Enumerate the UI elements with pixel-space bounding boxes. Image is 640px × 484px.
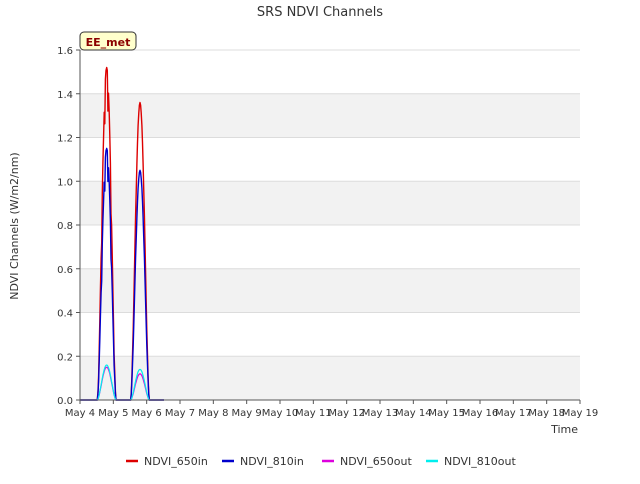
x-tick-label: May 13 <box>362 408 399 419</box>
legend-item: NDVI_810out <box>426 455 516 468</box>
y-tick-label: 1.4 <box>57 90 73 101</box>
legend-label: NDVI_650out <box>340 455 412 468</box>
legend-label: NDVI_810in <box>240 455 304 468</box>
legend: NDVI_650in NDVI_810in NDVI_650out NDVI_810o… <box>126 455 516 468</box>
y-tick-label: 0.0 <box>57 396 73 407</box>
plot-band <box>80 181 580 225</box>
plot-band <box>80 356 580 400</box>
y-tick-label: 1.2 <box>57 134 73 145</box>
x-tick-label: May 5 <box>98 408 128 419</box>
legend-item: NDVI_650out <box>322 455 412 468</box>
x-tick-label: May 17 <box>495 408 532 419</box>
y-axis-label: NDVI Channels (W/m2/nm) <box>8 152 21 299</box>
x-tick-label: May 7 <box>165 408 195 419</box>
x-tick-label: May 4 <box>65 408 95 419</box>
plot-band <box>80 268 580 313</box>
annotation-box: EE_met <box>79 31 137 51</box>
x-tick-label: May 10 <box>262 408 299 419</box>
annotation-label: EE_met <box>86 36 131 49</box>
x-tick-label: May 12 <box>328 408 365 419</box>
y-tick-label: 0.8 <box>57 221 73 232</box>
y-tick-label: 0.6 <box>57 265 73 276</box>
x-tick-label: May 8 <box>198 408 228 419</box>
x-tick-label: May 14 <box>395 408 432 419</box>
y-tick-label: 1.6 <box>57 46 73 57</box>
y-tick-label: 1.0 <box>57 177 73 188</box>
y-tick-label: 0.4 <box>57 309 73 320</box>
x-tick-label: May 11 <box>295 408 332 419</box>
x-tick-label: May 16 <box>462 408 499 419</box>
grid <box>80 49 580 401</box>
legend-item: NDVI_810in <box>222 455 304 468</box>
x-tick-label: May 15 <box>428 408 465 419</box>
legend-item: NDVI_650in <box>126 455 208 468</box>
x-tick-label: May 6 <box>132 408 162 419</box>
legend-label: NDVI_810out <box>444 455 516 468</box>
x-axis-label: Time <box>550 423 578 436</box>
plot-band <box>80 93 580 138</box>
axes: 0.0 0.2 0.4 0.6 0.8 1.0 1.2 1.4 1.6 May 4 May 5 May… <box>57 46 598 419</box>
y-tick-label: 0.2 <box>57 352 73 363</box>
x-tick-label: May 9 <box>232 408 262 419</box>
legend-label: NDVI_650in <box>144 455 208 468</box>
x-tick-label: May 19 <box>562 408 599 419</box>
x-tick-label: May 18 <box>528 408 565 419</box>
chart-title: SRS NDVI Channels <box>257 5 383 20</box>
